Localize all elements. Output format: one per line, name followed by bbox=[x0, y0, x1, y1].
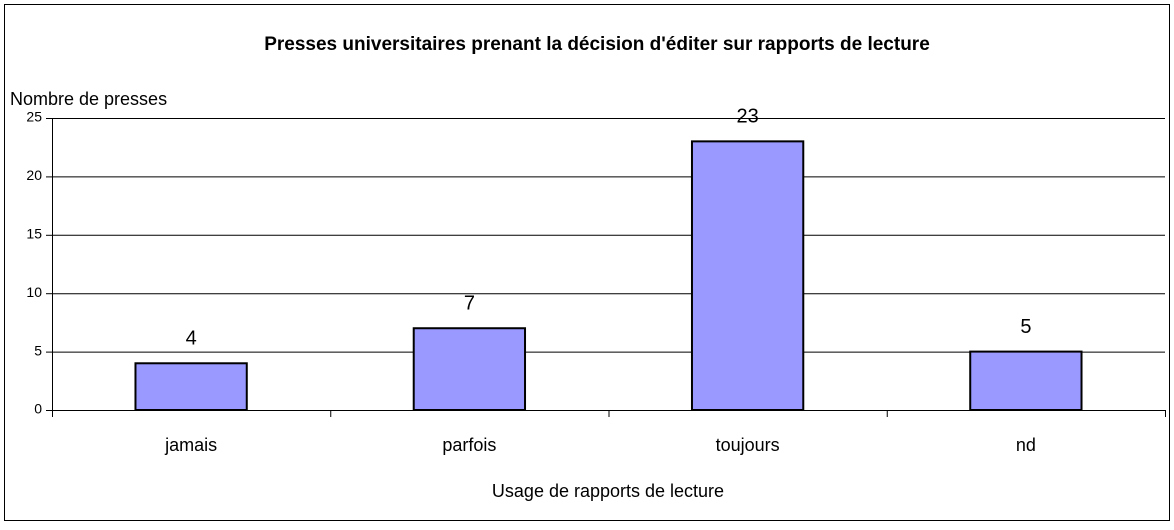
chart-border bbox=[4, 4, 1170, 521]
data-label: 4 bbox=[186, 328, 197, 350]
x-tick-label: toujours bbox=[716, 435, 780, 455]
y-tick-label: 10 bbox=[26, 284, 42, 300]
bar bbox=[412, 327, 527, 411]
y-axis-label: Nombre de presses bbox=[10, 89, 167, 109]
bar bbox=[969, 350, 1083, 412]
x-axis-label: Usage de rapports de lecture bbox=[492, 481, 724, 501]
x-tick-label: jamais bbox=[164, 435, 217, 455]
x-tick-label: parfois bbox=[442, 435, 496, 455]
bar bbox=[690, 140, 805, 412]
data-label: 23 bbox=[737, 106, 759, 128]
data-label: 7 bbox=[464, 293, 475, 315]
x-tick-label: nd bbox=[1016, 435, 1036, 455]
y-tick-label: 15 bbox=[26, 226, 42, 242]
y-tick-label: 0 bbox=[34, 401, 42, 417]
y-tick-label: 25 bbox=[26, 109, 42, 125]
y-tick-label: 5 bbox=[34, 342, 42, 358]
y-tick-label: 20 bbox=[26, 167, 42, 183]
bar bbox=[134, 362, 248, 411]
data-label: 5 bbox=[1020, 316, 1031, 338]
chart-title: Presses universitaires prenant la décisi… bbox=[264, 34, 930, 55]
